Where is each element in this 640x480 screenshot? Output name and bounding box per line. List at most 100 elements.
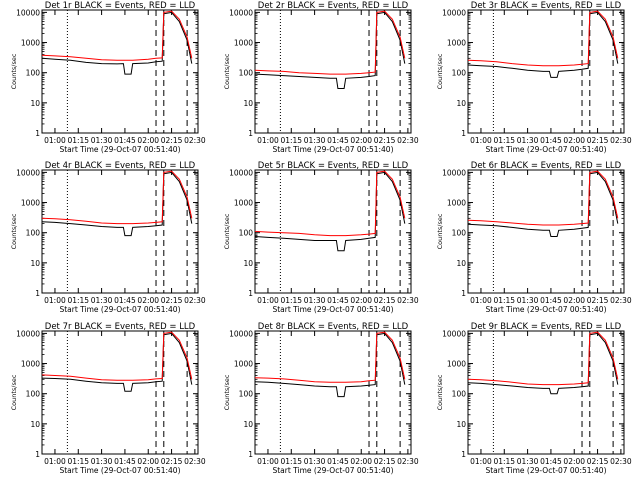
x-tick-label: 01:30 [517,136,539,145]
series-line-lld [255,10,406,75]
x-tick-label: 02:15 [587,136,609,145]
x-tick-label: 02:15 [587,296,609,305]
plot-frame [254,330,412,455]
x-tick-label: 02:15 [161,457,183,466]
series-line-lld [42,10,193,61]
x-tick-label: 02:00 [563,136,585,145]
y-tick-label: 10000 [16,329,40,338]
y-axis-label: Counts/sec [10,213,18,249]
panel-det-1r: Det 1r BLACK = Events, RED = LLD 1 10 100 10… [10,1,206,154]
y-tick-label: 10 [456,420,466,429]
series-line-events [468,332,619,395]
x-tick-label: 01:15 [493,296,515,305]
y-tick-label: 1 [35,289,40,298]
series-line-lld [255,331,406,383]
y-tick-label: 10 [456,99,466,108]
y-tick-label: 1000 [21,360,40,369]
x-tick-label: 01:30 [91,136,113,145]
series-line-lld [42,170,193,225]
x-axis-label: Start Time (29-Oct-07 00:51:40) [272,305,393,314]
x-axis-label: Start Time (29-Oct-07 00:51:40) [272,466,393,475]
panel-title: Det 1r BLACK = Events, RED = LLD [45,1,196,11]
x-tick-label: 01:15 [67,296,89,305]
x-tick-label: 01:45 [327,457,349,466]
series-group [255,331,406,398]
series-group [255,10,406,89]
x-axis-label: Start Time (29-Oct-07 00:51:40) [485,145,606,154]
plot-frame [41,9,199,134]
y-tick-label: 100 [452,69,467,78]
y-axis-label: Counts/sec [436,213,444,249]
panel-title: Det 7r BLACK = Events, RED = LLD [45,322,196,332]
x-tick-label: 01:15 [493,457,515,466]
x-tick-label: 01:00 [44,296,66,305]
x-axis-label: Start Time (29-Oct-07 00:51:40) [59,466,180,475]
x-tick-label: 01:00 [257,457,279,466]
series-line-events [468,171,619,237]
panel-title: Det 9r BLACK = Events, RED = LLD [471,322,622,332]
x-tick-label: 01:15 [493,136,515,145]
y-tick-label: 1 [35,129,40,138]
x-tick-label: 02:15 [374,136,396,145]
series-line-lld [42,331,193,381]
x-tick-label: 01:30 [304,136,326,145]
x-tick-label: 01:00 [257,296,279,305]
plot-frame [467,9,625,134]
y-axis-label: Counts/sec [223,374,231,410]
panel-det-6r: Det 6r BLACK = Events, RED = LLD 1 10 100 10… [436,161,632,314]
x-tick-label: 01:45 [114,457,136,466]
x-tick-label: 01:45 [327,296,349,305]
x-tick-label: 02:00 [563,457,585,466]
y-tick-label: 10000 [442,329,466,338]
x-tick-label: 02:30 [184,457,206,466]
y-tick-label: 100 [239,229,254,238]
panel-det-7r: Det 7r BLACK = Events, RED = LLD 1 10 100 10… [10,322,206,475]
y-tick-label: 10000 [229,329,253,338]
panel-title: Det 5r BLACK = Events, RED = LLD [258,161,409,171]
y-tick-label: 100 [239,69,254,78]
x-axis-label: Start Time (29-Oct-07 00:51:40) [59,305,180,314]
x-tick-label: 02:00 [563,296,585,305]
x-tick-label: 01:15 [280,457,302,466]
y-tick-label: 1000 [447,360,466,369]
y-tick-label: 100 [26,229,41,238]
series-line-lld [468,170,619,226]
y-tick-label: 1 [35,450,40,459]
y-axis-label: Counts/sec [436,53,444,89]
x-axis-label: Start Time (29-Oct-07 00:51:40) [485,305,606,314]
y-tick-label: 10 [30,99,40,108]
x-tick-label: 02:30 [610,296,632,305]
panel-title: Det 2r BLACK = Events, RED = LLD [258,1,409,11]
y-tick-label: 1000 [234,39,253,48]
series-group [255,170,406,252]
plot-frame [41,169,199,294]
y-tick-label: 10 [243,420,253,429]
y-tick-label: 10000 [229,8,253,17]
y-tick-label: 1000 [234,360,253,369]
y-axis-label: Counts/sec [223,53,231,89]
y-tick-label: 100 [239,390,254,399]
panel-det-4r: Det 4r BLACK = Events, RED = LLD 1 10 100 10… [10,161,206,314]
series-group [468,331,619,395]
series-group [42,331,193,392]
plot-frame [254,9,412,134]
series-line-events [255,332,406,398]
panel-title: Det 6r BLACK = Events, RED = LLD [471,161,622,171]
y-tick-label: 10 [30,259,40,268]
y-tick-label: 100 [26,69,41,78]
x-tick-label: 02:00 [137,457,159,466]
panel-title: Det 4r BLACK = Events, RED = LLD [45,161,196,171]
y-tick-label: 1 [248,129,253,138]
y-tick-label: 1 [248,289,253,298]
y-tick-label: 100 [26,390,41,399]
series-line-events [42,171,193,237]
y-tick-label: 10 [243,99,253,108]
series-line-lld [468,331,619,386]
x-tick-label: 01:15 [280,296,302,305]
x-tick-label: 01:30 [304,457,326,466]
y-tick-label: 10 [30,420,40,429]
x-tick-label: 02:15 [374,296,396,305]
series-line-lld [255,170,406,237]
y-axis-label: Counts/sec [10,374,18,410]
x-tick-label: 02:30 [397,457,419,466]
